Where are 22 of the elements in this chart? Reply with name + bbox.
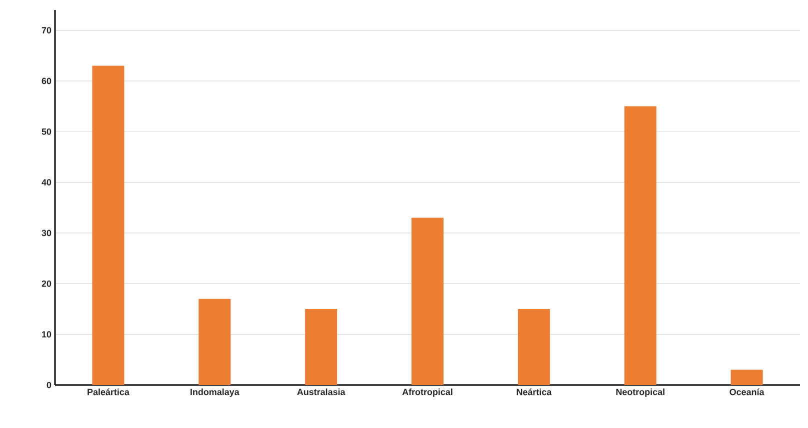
bar — [198, 298, 231, 385]
y-tick-label: 50 — [42, 128, 52, 135]
y-tick-label: 10 — [42, 331, 52, 338]
bar — [412, 218, 444, 385]
bar — [92, 66, 124, 385]
bar — [624, 106, 656, 385]
bar — [730, 370, 763, 385]
y-tick-label: 30 — [42, 230, 52, 236]
x-tick-label: Paleártica — [88, 388, 130, 396]
y-tick-label: 20 — [42, 280, 52, 287]
x-tick-label: Neártica — [516, 388, 552, 396]
y-tick-label: 0 — [46, 382, 52, 388]
bar — [518, 308, 550, 385]
y-tick-label: 70 — [42, 27, 52, 34]
y-tick-label: 60 — [42, 78, 52, 84]
x-tick-label: Afrotropical — [402, 388, 452, 397]
x-tick-label: Indomalaya — [190, 388, 240, 397]
bar — [305, 308, 338, 385]
x-tick-label: Oceanía — [730, 388, 764, 396]
x-tick-label: Neotropical — [616, 388, 664, 397]
y-tick-label: 40 — [42, 179, 52, 186]
x-tick-label: Australasia — [297, 388, 346, 396]
